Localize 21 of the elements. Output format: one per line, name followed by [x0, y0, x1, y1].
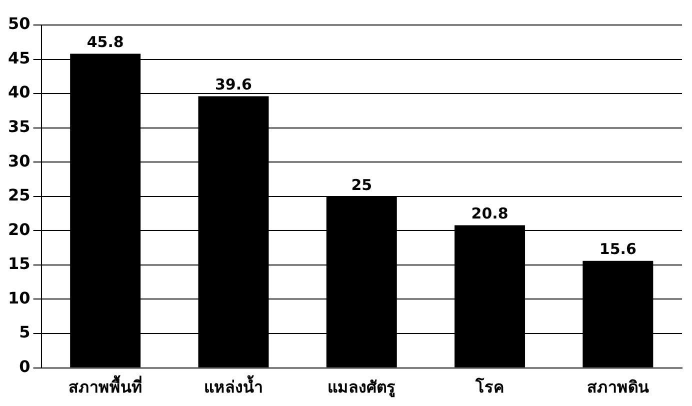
y-tick-label: 45 — [8, 48, 30, 68]
y-tick-label: 50 — [8, 14, 30, 34]
data-label: 39.6 — [214, 76, 252, 94]
x-tick-label: สภาพดิน — [586, 378, 649, 397]
y-tick-label: 20 — [8, 220, 30, 239]
data-label: 45.8 — [86, 33, 124, 52]
y-tick-label: 10 — [8, 288, 30, 308]
y-tick-label: 25 — [8, 186, 30, 205]
x-tick-label: แหล่งน้ำ — [204, 374, 263, 397]
y-tick-label: 0 — [19, 356, 30, 376]
y-tick-label: 15 — [8, 254, 30, 274]
data-label: 15.6 — [599, 240, 636, 258]
data-label: 20.8 — [471, 204, 508, 223]
y-tick-label: 5 — [19, 322, 30, 342]
x-tick-label: โรค — [474, 376, 504, 397]
x-tick-label: สภาพพื้นที่ — [68, 374, 142, 397]
x-tick-label: แมลงศัตรู — [328, 378, 396, 399]
y-tick-label: 35 — [8, 116, 30, 136]
y-tick-label: 40 — [8, 82, 30, 102]
data-label: 25 — [351, 176, 372, 194]
y-tick-label: 30 — [8, 151, 30, 170]
